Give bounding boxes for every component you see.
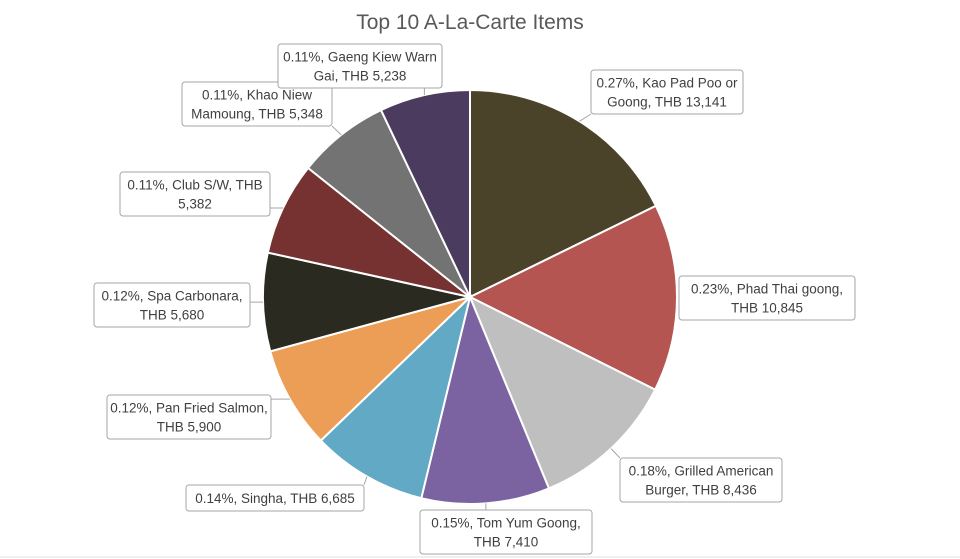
- pie-slice-7: [262, 251, 471, 353]
- data-label-text: 0.27%, Kao Pad Poo or: [596, 76, 738, 91]
- pie-slice-6: [269, 296, 471, 442]
- data-label-text: Gai, THB 5,238: [314, 69, 407, 84]
- data-label-text: 0.12%, Spa Carbonara,: [101, 289, 242, 304]
- data-label-text: 0.23%, Phad Thai goong,: [691, 282, 843, 297]
- data-label-box: [419, 509, 593, 555]
- data-label-box: [93, 282, 251, 328]
- data-label-box: [119, 171, 271, 217]
- leader-lines: [250, 88, 621, 510]
- data-label-text: THB 7,410: [474, 535, 539, 550]
- data-label-text: THB 10,845: [731, 301, 803, 316]
- data-label-text: THB 5,680: [140, 308, 205, 323]
- data-label-text: Burger, THB 8,436: [645, 483, 757, 498]
- data-label-text: 0.12%, Pan Fried Salmon,: [110, 401, 268, 416]
- pie-slice-2: [467, 204, 678, 391]
- data-label-text: 0.11%, Club S/W, THB: [127, 178, 262, 193]
- data-label-4: 0.15%, Tom Yum Goong, THB 7,410: [419, 509, 593, 555]
- data-label-box: [185, 484, 365, 512]
- data-label-box: [590, 69, 744, 115]
- data-label-text: 5,382: [178, 197, 212, 212]
- data-label-text: 0.11%, Gaeng Kiew Warn: [283, 50, 437, 65]
- data-label-text: Goong, THB 13,141: [607, 95, 727, 110]
- leader-line-9: [331, 125, 342, 136]
- data-label-9: 0.11%, Khao Niew Mamoung, THB 5,348: [181, 81, 333, 127]
- data-label-10: 0.11%, Gaeng Kiew Warn Gai, THB 5,238: [277, 43, 443, 89]
- data-label-box: [181, 81, 333, 127]
- data-label-box: [678, 275, 856, 321]
- chart-title: Top 10 A-La-Carte Items: [356, 11, 584, 34]
- data-label-6: 0.12%, Pan Fried Salmon, THB 5,900: [106, 394, 272, 440]
- data-label-5: 0.14%, Singha, THB 6,685: [185, 484, 365, 512]
- data-label-box: [106, 394, 272, 440]
- data-label-text: THB 5,900: [157, 420, 222, 435]
- data-label-1: 0.27%, Kao Pad Poo or Goong, THB 13,141: [590, 69, 744, 115]
- pie-slice-1: [469, 88, 658, 299]
- data-label-8: 0.11%, Club S/W, THB 5,382: [119, 171, 271, 217]
- data-label-box: [277, 43, 443, 89]
- data-label-2: 0.23%, Phad Thai goong, THB 10,845: [678, 275, 856, 321]
- data-label-text: 0.15%, Tom Yum Goong,: [431, 516, 581, 531]
- pie-slice-5: [319, 293, 472, 500]
- data-label-text: Mamoung, THB 5,348: [191, 107, 323, 122]
- data-label-3: 0.18%, Grilled American Burger, THB 8,436: [619, 457, 783, 503]
- data-label-text: 0.11%, Khao Niew: [202, 88, 312, 103]
- leader-line-3: [610, 448, 621, 459]
- pie-slice-3: [468, 294, 657, 490]
- leader-line-1: [579, 113, 592, 122]
- pie-slice-4: [420, 293, 551, 505]
- data-label-box: [619, 457, 783, 503]
- data-label-text: 0.14%, Singha, THB 6,685: [195, 491, 355, 506]
- leader-line-5: [363, 476, 368, 486]
- pie-slices: [262, 88, 678, 505]
- data-label-7: 0.12%, Spa Carbonara, THB 5,680: [93, 282, 251, 328]
- data-label-text: 0.18%, Grilled American: [629, 464, 774, 479]
